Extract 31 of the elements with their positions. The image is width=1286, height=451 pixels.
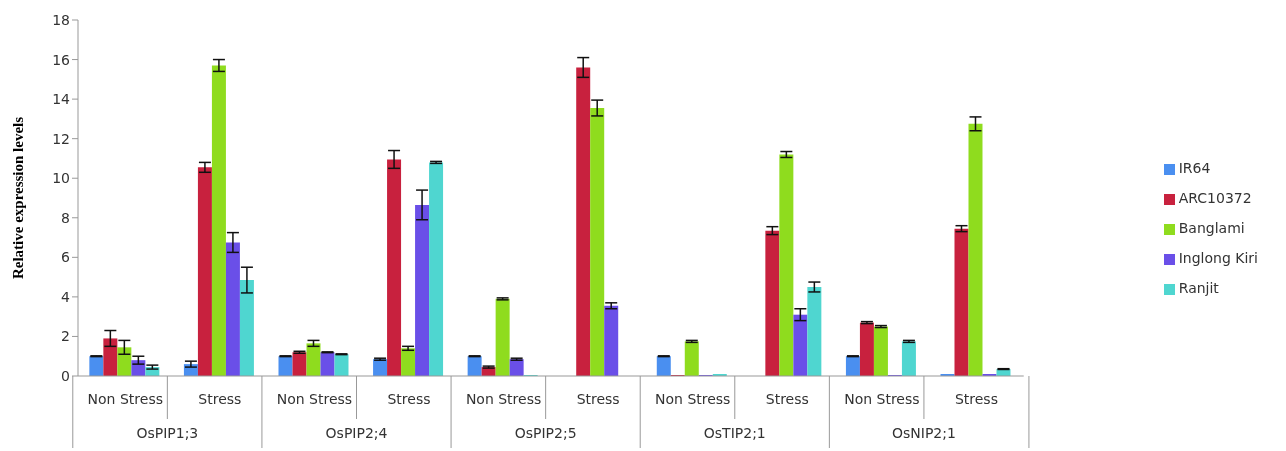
y-tick-label: 4 [61, 288, 71, 305]
x-tick-label: Non Stress [844, 391, 920, 407]
y-tick-label: 18 [52, 11, 70, 28]
y-tick-label: 6 [61, 249, 71, 266]
legend-label: Banglami [1178, 220, 1245, 236]
x-tick-label: Stress [765, 391, 809, 407]
text: OsPIP2;5 [514, 425, 577, 441]
x-tick-label: Non Stress [465, 391, 542, 407]
y-axis-title: Relative expression levels [10, 116, 27, 280]
y-tick-label: 14 [52, 91, 71, 108]
x-tick-label: Stress [387, 391, 431, 407]
x-tick-label: Non Stress [276, 391, 353, 407]
text: OsTIP2;1 [703, 425, 766, 441]
x-tick-label: Non Stress [655, 391, 731, 407]
y-tick-label: 8 [61, 209, 70, 226]
text: OsPIP2;4 [325, 425, 388, 441]
legend-label: Ranjit [1178, 280, 1219, 296]
x-tick-label: Stress [954, 391, 998, 407]
x-tick-label: Stress [198, 391, 242, 407]
legend-label: IR64 [1178, 160, 1211, 176]
legend-label: Inglong Kiri [1178, 250, 1258, 266]
text: OsPIP1;3 [136, 425, 199, 441]
legend-label: ARC10372 [1178, 190, 1252, 206]
y-tick-label: 12 [52, 130, 70, 147]
y-tick-label: 0 [61, 367, 70, 384]
y-tick-label: 2 [61, 328, 70, 345]
text: OsNIP2;1 [891, 425, 956, 441]
y-tick-label: 16 [52, 51, 71, 68]
y-tick-label: 10 [52, 170, 70, 187]
x-tick-label: Non Stress [87, 391, 163, 407]
x-tick-label: Stress [576, 391, 620, 407]
